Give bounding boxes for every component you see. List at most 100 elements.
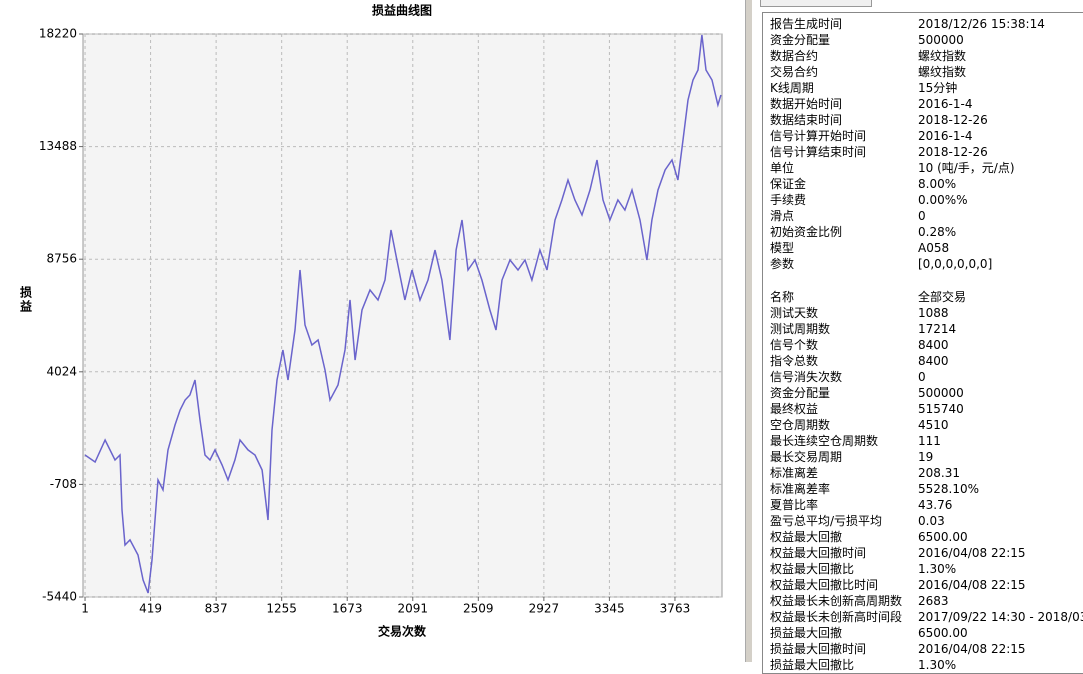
x-tick-label: 2927	[529, 602, 560, 616]
field-value: 2016-1-4	[918, 97, 973, 112]
field-value: 19	[918, 449, 934, 464]
field-value: 0.28%	[918, 225, 957, 240]
field-value: 螺纹指数	[918, 65, 967, 80]
field-name: 资金分配量	[770, 385, 831, 400]
field-name: 损益最大回撤比	[770, 658, 855, 673]
field-value: 208.31	[918, 465, 960, 480]
field-value: 6500.00	[918, 529, 968, 544]
field-name: 数据合约	[770, 49, 819, 64]
field-name: 指令总数	[770, 353, 819, 368]
tab[interactable]	[760, 0, 872, 7]
plot-area	[82, 33, 723, 598]
field-value: 6500.00	[918, 626, 968, 641]
field-name: 信号个数	[770, 337, 819, 352]
field-name: 模型	[770, 241, 795, 256]
field-value: 2018-12-26	[918, 145, 988, 160]
field-value: 2016/04/08 22:15	[918, 545, 1026, 560]
field-name: 损益最大回撤	[770, 626, 843, 641]
field-value: 1088	[918, 305, 949, 320]
field-value: 2683	[918, 594, 949, 609]
field-value: 1.30%	[918, 658, 957, 673]
field-name: 标准离差	[770, 465, 819, 480]
field-value: 1.30%	[918, 562, 957, 577]
chart-title: 损益曲线图	[372, 3, 432, 18]
field-name: 单位	[770, 161, 795, 176]
field-value: 8400	[918, 337, 949, 352]
field-name: 最终权益	[770, 401, 819, 416]
field-name: 空仓周期数	[770, 417, 831, 432]
field-value: 2017/09/22 14:30 - 2018/03/2	[918, 610, 1083, 625]
field-name: 盈亏总平均/亏损平均	[770, 513, 883, 528]
field-value: 0.00%%	[918, 193, 968, 208]
field-value: 0	[918, 369, 926, 384]
field-name: 最长连续空仓周期数	[770, 433, 879, 448]
field-value: [0,0,0,0,0,0]	[918, 257, 993, 272]
x-tick-label: 3345	[594, 602, 625, 616]
field-value: 2016/04/08 22:15	[918, 578, 1026, 593]
field-name: 信号计算开始时间	[770, 129, 867, 144]
field-value: 0	[918, 209, 926, 224]
field-name: 权益最大回撤比时间	[770, 578, 879, 593]
field-name: 数据结束时间	[770, 113, 843, 128]
x-tick-label: 2091	[397, 602, 428, 616]
field-name: 保证金	[770, 177, 807, 192]
x-tick-label: 1255	[266, 602, 297, 616]
field-name: 参数	[770, 257, 795, 272]
field-name: 夏普比率	[770, 497, 819, 512]
chart: 损益曲线图 损益 交易次数 -5440 -708 4024 8756 13488 1822…	[19, 3, 723, 639]
field-name: 权益最长未创新高时间段	[770, 610, 903, 625]
field-name: 测试天数	[770, 305, 819, 320]
field-name: 标准离差率	[770, 481, 831, 496]
x-tick-label: 419	[139, 602, 162, 616]
field-name: 滑点	[770, 209, 795, 224]
field-name: 权益最大回撤比	[770, 562, 855, 577]
field-value: 5528.10%	[918, 481, 980, 496]
field-value: 43.76	[918, 497, 953, 512]
field-value: 2016/04/08 22:15	[918, 642, 1026, 657]
field-name: 最长交易周期	[770, 449, 843, 464]
y-tick-label: 13488	[39, 139, 77, 153]
field-name: 资金分配量	[770, 33, 831, 48]
x-tick-label: 837	[205, 602, 228, 616]
field-value: 15分钟	[918, 81, 958, 96]
x-tick-label: 1	[81, 602, 89, 616]
x-axis-label: 交易次数	[378, 624, 427, 639]
splitter[interactable]	[745, 0, 752, 662]
field-value: 500000	[918, 33, 964, 48]
field-name: 手续费	[770, 193, 807, 208]
field-name: 信号消失次数	[770, 369, 843, 384]
field-value: A058	[918, 241, 950, 256]
field-name: 权益最大回撤时间	[770, 545, 867, 560]
field-name: 损益最大回撤时间	[770, 642, 867, 657]
field-name: 名称	[770, 289, 795, 304]
field-value: 螺纹指数	[918, 49, 967, 64]
field-value: 4510	[918, 417, 949, 432]
field-value: 全部交易	[918, 289, 967, 304]
y-tick-label: -708	[50, 477, 77, 491]
field-value: 8.00%	[918, 177, 957, 192]
field-value: 500000	[918, 385, 964, 400]
y-tick-label: -5440	[42, 590, 77, 604]
field-value: 0.03	[918, 513, 945, 528]
x-tick-label: 1673	[332, 602, 363, 616]
field-name: 报告生成时间	[770, 17, 843, 31]
field-name: K线周期	[770, 81, 814, 96]
x-tick-label: 3763	[660, 602, 691, 616]
field-value: 2018-12-26	[918, 113, 988, 128]
field-value: 515740	[918, 401, 964, 416]
y-axis-label: 损益	[19, 285, 33, 314]
field-name: 交易合约	[770, 65, 819, 80]
field-name: 测试周期数	[770, 321, 831, 336]
field-value: 111	[918, 433, 941, 448]
field-value: 2018/12/26 15:38:14	[918, 17, 1045, 31]
field-value: 17214	[918, 321, 957, 336]
y-tick-label: 4024	[46, 364, 77, 378]
y-tick-label: 8756	[46, 252, 77, 266]
field-name: 权益最大回撤	[770, 529, 843, 544]
y-tick-label: 18220	[39, 27, 77, 41]
field-name: 权益最长未创新高周期数	[770, 594, 903, 609]
report-panel: 报告生成时间 2018/12/26 15:38:14 资金分配量 500000 数据合约…	[762, 12, 1083, 674]
field-name: 初始资金比例	[770, 225, 843, 240]
equity-line	[84, 34, 722, 594]
